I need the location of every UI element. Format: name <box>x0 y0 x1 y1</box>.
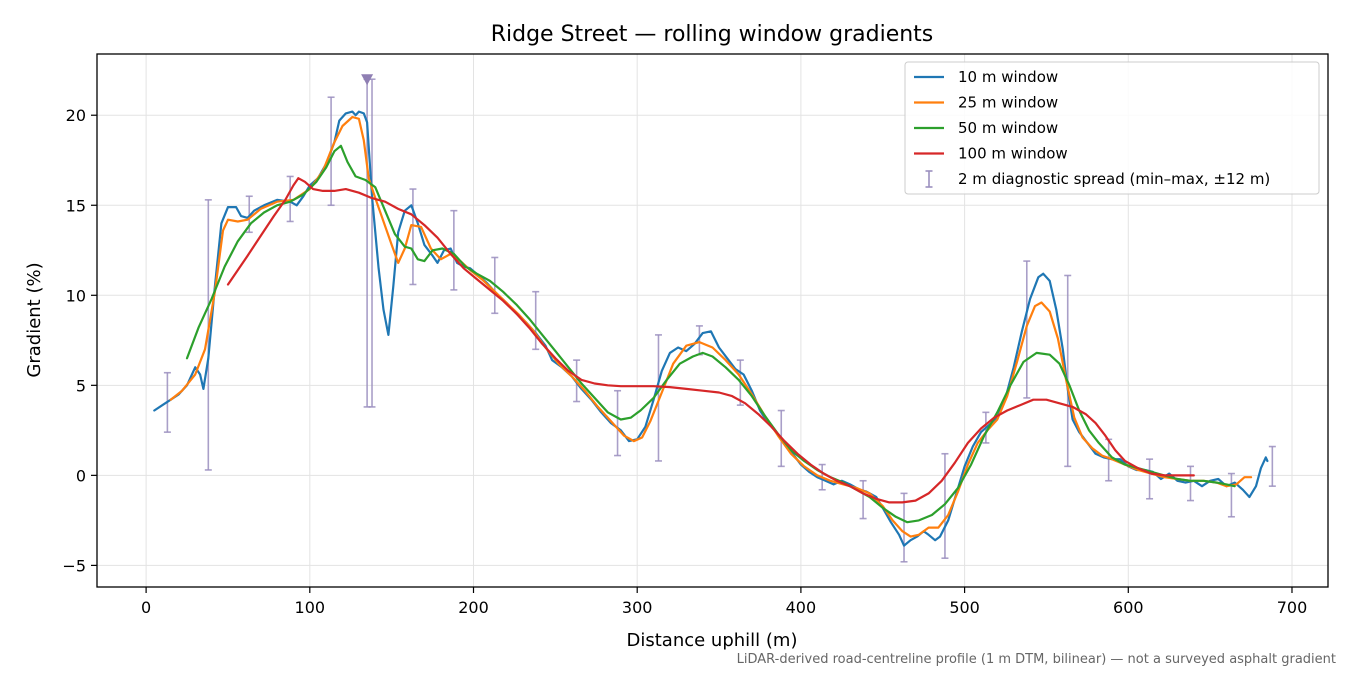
y-tick-label: 5 <box>76 376 86 395</box>
triangle-marker <box>361 74 374 86</box>
x-tick-label: 0 <box>141 598 151 617</box>
y-tick-label: 0 <box>76 466 86 485</box>
series-group <box>153 110 1269 547</box>
y-tick-label: −5 <box>62 556 86 575</box>
y-tick-label: 10 <box>66 286 86 305</box>
series-line <box>226 177 1195 504</box>
x-tick-label: 600 <box>1113 598 1144 617</box>
legend: 10 m window 25 m window 50 m window 100 m w… <box>904 61 1320 195</box>
series-line <box>169 115 1253 538</box>
axes-frame <box>96 53 1329 588</box>
x-tick-label: 100 <box>295 598 326 617</box>
x-tick-label: 400 <box>786 598 817 617</box>
legend-label: 50 m window <box>958 119 1058 137</box>
legend-box <box>904 61 1320 195</box>
y-axis-label: Gradient (%) <box>24 262 45 377</box>
x-tick-label: 700 <box>1277 598 1308 617</box>
source-caption: LiDAR-derived road-centreline profile (1… <box>736 652 1336 667</box>
legend-label: 10 m window <box>958 68 1058 86</box>
legend-label: 2 m diagnostic spread (min–max, ±12 m) <box>958 170 1270 188</box>
x-tick-label: 300 <box>622 598 653 617</box>
y-tick-label: 20 <box>66 106 86 125</box>
x-axis-label: Distance uphill (m) <box>627 630 798 651</box>
series-line <box>185 144 1236 524</box>
x-tick-label: 200 <box>458 598 489 617</box>
legend-label: 25 m window <box>958 94 1058 112</box>
x-tick-label: 500 <box>949 598 980 617</box>
chart-title: Ridge Street — rolling window gradients <box>491 22 934 47</box>
legend-label: 100 m window <box>958 145 1068 163</box>
y-tick-label: 15 <box>66 196 86 215</box>
